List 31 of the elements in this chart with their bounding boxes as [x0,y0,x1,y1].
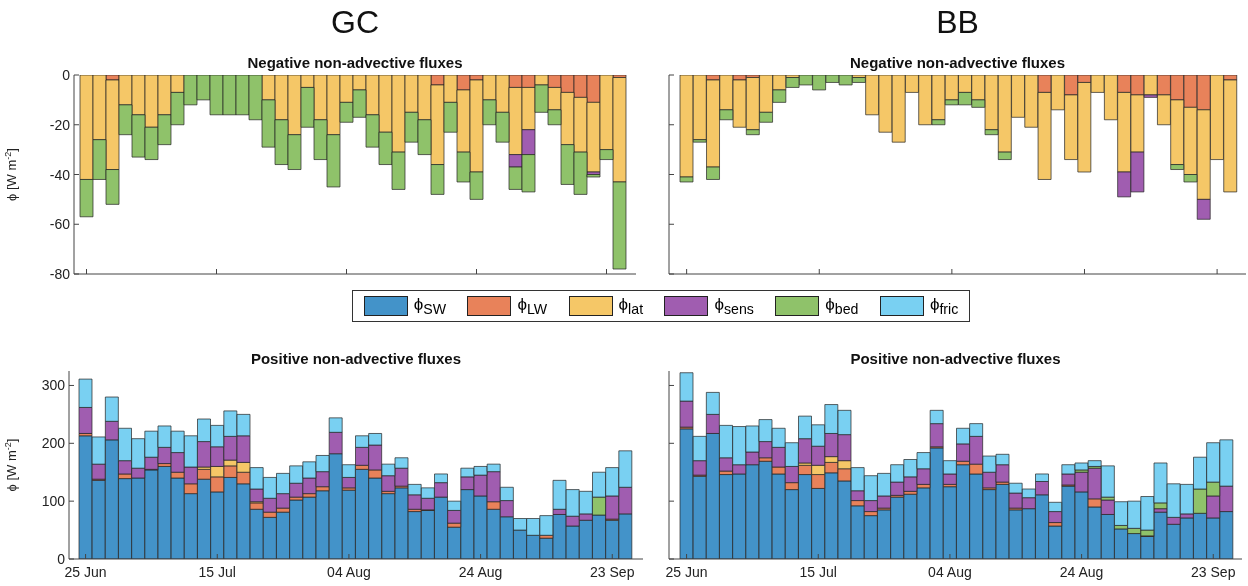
x-tick-label: 23 Sep [590,564,635,580]
legend-label: ϕ$_{LW}$ [517,294,548,318]
legend-label: ϕ$_{fric}$ [929,294,959,318]
chart-title: Negative non-advective fluxes [848,54,1067,71]
chart-title: Positive non-advective fluxes [849,350,1062,367]
y-tick-label: -60 [49,216,71,233]
x-tick-label: 04 Aug [327,564,371,580]
x-tick-label: 23 Sep [1191,564,1236,580]
y-tick-label: -20 [49,116,71,133]
legend-label: ϕ$_{sens}$ [714,294,754,318]
legend-label: ϕ$_{bed}$ [825,294,859,318]
chart-title: Positive non-advective fluxes [249,350,463,367]
text: GC [330,4,380,41]
x-tick-label: 15 Jul [799,564,837,580]
y-tick-label: 100 [41,493,66,510]
y-tick-label: 0 [57,551,66,567]
x-tick-label: 04 Aug [928,564,972,580]
y-tick-label: 300 [41,377,66,394]
y-tick-label: 200 [41,435,66,452]
y-tick-label: 0 [62,67,71,83]
x-tick-label: 25 Jun [665,564,708,580]
y-tick-label: -40 [49,166,71,183]
x-tick-label: 24 Aug [1059,564,1104,580]
legend-label: ϕ$_{SW}$ [413,294,447,318]
legend-label: ϕ$_{lat}$ [618,294,644,318]
x-tick-label: 24 Aug [458,564,503,580]
x-tick-label: 25 Jun [64,564,107,580]
x-tick-label: 15 Jul [198,564,236,580]
text: BB [935,4,980,41]
chart-title: Negative non-advective fluxes [246,54,464,71]
y-tick-label: -80 [49,266,71,282]
